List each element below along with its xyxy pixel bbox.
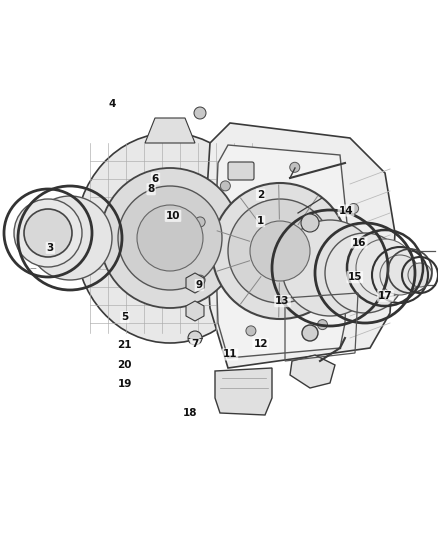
Circle shape bbox=[137, 205, 203, 271]
Text: 20: 20 bbox=[117, 360, 132, 370]
Circle shape bbox=[282, 220, 378, 316]
FancyBboxPatch shape bbox=[228, 162, 254, 180]
Circle shape bbox=[228, 199, 332, 303]
Circle shape bbox=[14, 199, 82, 267]
Text: 6: 6 bbox=[152, 174, 159, 183]
Circle shape bbox=[356, 239, 414, 297]
Text: 13: 13 bbox=[275, 296, 290, 306]
Circle shape bbox=[100, 168, 240, 308]
Circle shape bbox=[195, 275, 205, 285]
Text: 17: 17 bbox=[378, 291, 393, 301]
Circle shape bbox=[250, 221, 310, 281]
Text: 5: 5 bbox=[121, 312, 128, 322]
Circle shape bbox=[28, 196, 112, 280]
Text: 11: 11 bbox=[223, 350, 237, 359]
Text: 8: 8 bbox=[148, 184, 155, 194]
Polygon shape bbox=[145, 118, 195, 143]
Circle shape bbox=[246, 326, 256, 336]
Text: 3: 3 bbox=[47, 243, 54, 253]
Circle shape bbox=[212, 183, 348, 319]
Circle shape bbox=[24, 209, 72, 257]
Circle shape bbox=[349, 288, 359, 298]
Text: 18: 18 bbox=[183, 408, 198, 418]
Circle shape bbox=[188, 331, 202, 345]
Circle shape bbox=[118, 186, 222, 290]
Circle shape bbox=[325, 233, 405, 313]
Circle shape bbox=[318, 320, 328, 329]
Circle shape bbox=[194, 107, 206, 119]
Circle shape bbox=[195, 217, 205, 227]
Text: 14: 14 bbox=[339, 206, 353, 215]
Circle shape bbox=[295, 233, 365, 303]
Polygon shape bbox=[215, 368, 272, 415]
Text: 1: 1 bbox=[257, 216, 264, 226]
Circle shape bbox=[302, 325, 318, 341]
Ellipse shape bbox=[75, 133, 265, 343]
Text: 7: 7 bbox=[191, 339, 198, 349]
Text: 4: 4 bbox=[108, 99, 115, 109]
Circle shape bbox=[301, 214, 319, 232]
Circle shape bbox=[349, 204, 359, 214]
Text: 10: 10 bbox=[166, 211, 180, 221]
Polygon shape bbox=[186, 273, 204, 293]
Text: 19: 19 bbox=[118, 379, 132, 389]
Polygon shape bbox=[205, 123, 395, 368]
Circle shape bbox=[220, 181, 230, 191]
Polygon shape bbox=[290, 355, 335, 388]
Polygon shape bbox=[215, 145, 348, 358]
Circle shape bbox=[408, 263, 432, 287]
Text: 12: 12 bbox=[253, 339, 268, 349]
Text: 16: 16 bbox=[352, 238, 367, 247]
Circle shape bbox=[290, 162, 300, 172]
Circle shape bbox=[380, 255, 420, 295]
Text: 21: 21 bbox=[117, 341, 132, 350]
Text: 15: 15 bbox=[347, 272, 362, 282]
Text: 2: 2 bbox=[257, 190, 264, 199]
Polygon shape bbox=[186, 301, 204, 321]
Text: 9: 9 bbox=[196, 280, 203, 290]
